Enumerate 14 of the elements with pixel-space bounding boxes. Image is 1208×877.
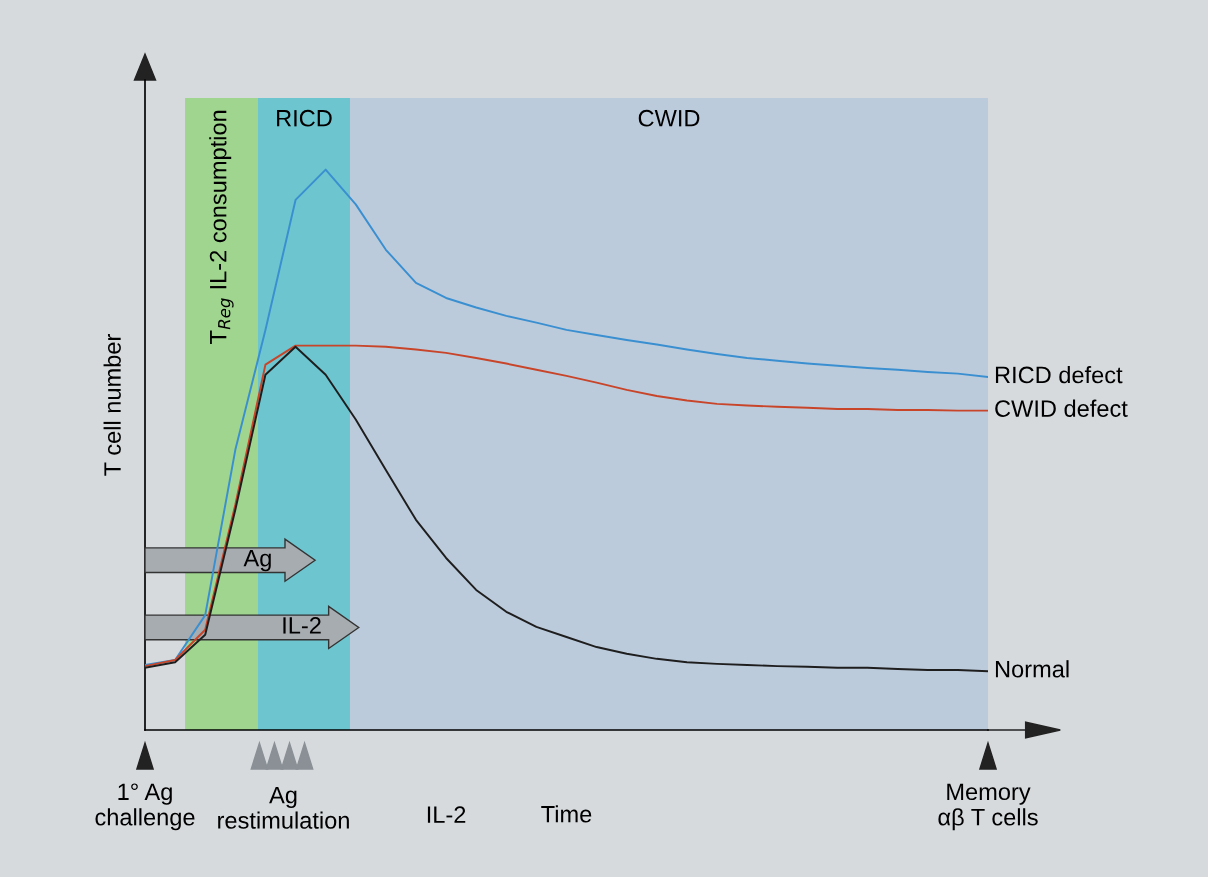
annotation: Ag: [243, 550, 271, 572]
text: CWID: [638, 109, 700, 127]
text: IL-2: [427, 806, 466, 823]
text: RICD: [277, 109, 332, 127]
x-tick-label: 1° Ag challenge: [95, 783, 195, 831]
series-label: Normal: [995, 660, 1069, 678]
x-tick-label: Memory αβ T cells: [938, 783, 1038, 831]
y-axis-title: T cell number: [103, 334, 121, 476]
series-label: CWID defect: [995, 399, 1128, 417]
series-label: RICD defect: [995, 365, 1123, 384]
annotation: T$_{Reg}$ IL-2 consumption: [209, 110, 234, 344]
annotation: IL-2: [283, 617, 321, 634]
text: Ag restimulation: [218, 786, 349, 829]
x-axis-title: Time: [541, 805, 592, 823]
